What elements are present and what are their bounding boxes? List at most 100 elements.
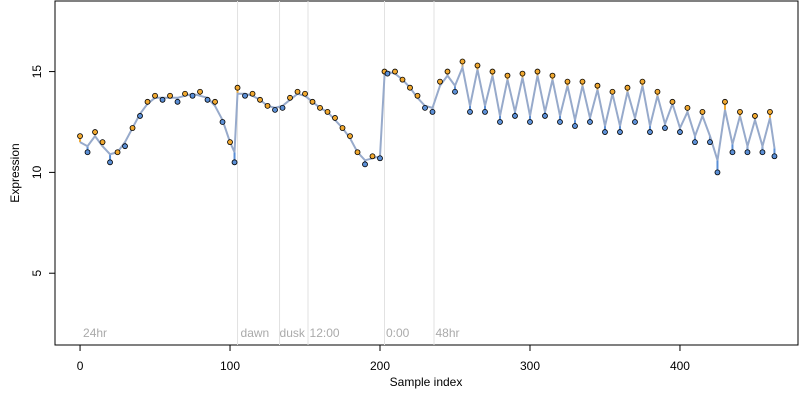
point [399,76,406,83]
point [534,68,541,75]
point [771,153,778,160]
point [474,62,481,69]
point [714,169,721,176]
point [354,149,361,156]
point [549,72,556,79]
point [467,109,473,115]
annotation: 12:00 [310,326,340,340]
point [587,119,593,125]
x-tick-label: 0 [77,359,84,373]
annotation: 24hr [83,326,107,340]
point [737,109,743,115]
point [707,139,713,146]
point [287,94,293,101]
point [557,119,563,125]
point [602,129,608,135]
point [482,109,488,115]
point [654,88,661,95]
point [669,98,676,105]
point [99,139,106,146]
annotation: dawn [241,326,270,340]
point [231,159,238,166]
point [77,133,83,139]
annotation: 0:00 [386,326,410,340]
point [257,96,263,103]
y-axis-label: Expression [8,143,22,202]
point [407,84,413,91]
point [324,109,331,115]
point [279,104,286,111]
point [144,98,151,105]
point [632,119,638,125]
point [189,92,196,99]
point [129,125,136,131]
point [347,133,353,139]
point [699,109,706,115]
point [579,78,586,85]
fit-line [79,64,776,162]
point [422,104,428,111]
point [647,129,653,135]
point [489,68,496,75]
point [234,84,241,91]
point [752,113,758,119]
point [414,92,421,99]
x-tick-label: 300 [520,359,540,373]
point [459,58,466,65]
point [429,109,436,115]
y-tick-label: 10 [30,165,44,179]
point [729,149,736,156]
point [564,78,571,85]
point [609,88,616,95]
point [452,88,458,95]
point [377,155,383,162]
point [722,98,728,105]
point [542,113,548,119]
x-axis-label: Sample index [390,375,463,389]
point [692,139,698,146]
point [242,92,248,99]
point [219,119,226,125]
point [92,129,98,135]
x-tick-label: 200 [370,359,390,373]
point [362,161,368,168]
point [572,123,578,129]
point [624,84,631,91]
point [107,159,113,166]
point [684,104,691,111]
point [122,143,128,150]
point [369,153,376,160]
point [512,113,518,119]
point [114,149,121,156]
annotation: dusk [280,326,306,340]
y-tick-label: 5 [30,270,44,277]
point [84,149,91,156]
point [152,92,158,99]
point [437,78,443,85]
point [167,92,173,99]
point [744,149,751,156]
point [639,78,646,85]
point [204,96,211,103]
point [384,70,391,77]
point [519,70,526,77]
point [197,88,203,95]
point [317,104,323,111]
point [264,102,271,109]
point [504,72,511,79]
point [302,90,308,97]
point [332,115,338,121]
y-tick-label: 15 [30,65,44,79]
point [662,125,668,131]
point [309,98,316,105]
x-tick-label: 100 [220,359,240,373]
point [212,98,218,105]
point [159,96,166,103]
annotation: 48hr [435,326,459,340]
point [617,129,623,135]
point [249,90,256,97]
x-tick-label: 400 [670,359,690,373]
point [767,109,773,115]
point [174,98,181,105]
